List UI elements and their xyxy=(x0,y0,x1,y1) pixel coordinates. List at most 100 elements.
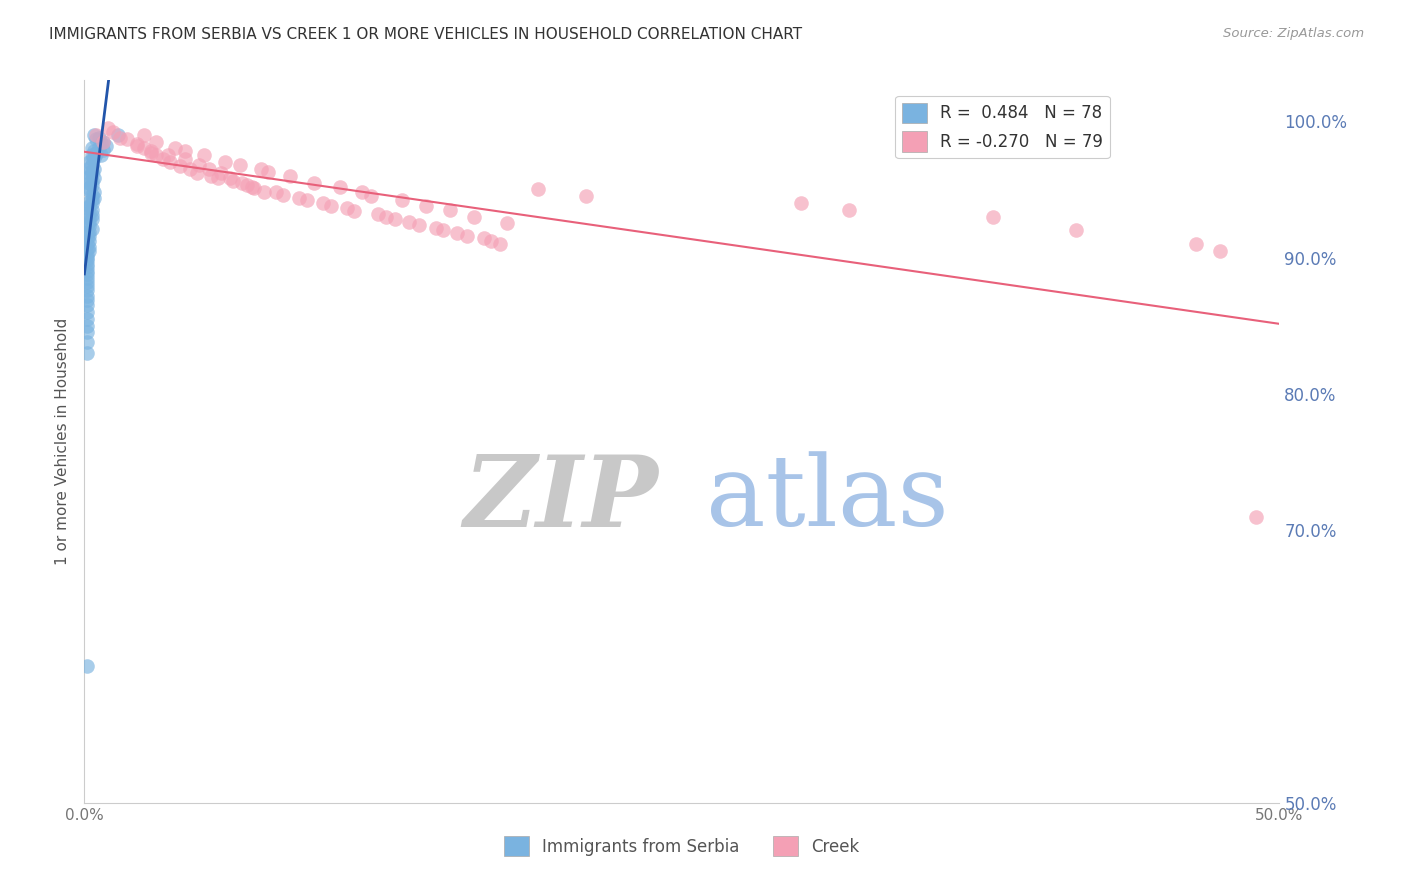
Point xyxy=(145,135,167,149)
Point xyxy=(472,231,495,245)
Point xyxy=(575,189,598,203)
Point xyxy=(384,212,406,227)
Point xyxy=(77,225,100,239)
Point xyxy=(76,298,98,312)
Point xyxy=(101,125,124,139)
Point xyxy=(312,196,335,211)
Point xyxy=(165,141,187,155)
Point xyxy=(76,260,98,274)
Point xyxy=(76,218,98,232)
Point xyxy=(221,174,243,188)
Point xyxy=(350,185,373,199)
Point xyxy=(83,161,105,176)
Point xyxy=(319,199,342,213)
Point xyxy=(86,132,108,146)
Point xyxy=(527,182,550,196)
Point xyxy=(264,185,287,199)
Point xyxy=(343,204,366,219)
Point xyxy=(87,130,110,145)
Point xyxy=(207,171,229,186)
Point xyxy=(408,218,430,232)
Point xyxy=(173,153,195,167)
Point xyxy=(76,243,98,257)
Point xyxy=(374,210,396,224)
Point xyxy=(446,226,468,240)
Point xyxy=(80,208,103,222)
Point xyxy=(94,138,117,153)
Text: atlas: atlas xyxy=(706,451,949,547)
Point xyxy=(90,148,112,162)
Point xyxy=(77,176,100,190)
Point xyxy=(169,159,191,173)
Point xyxy=(87,140,110,154)
Point xyxy=(77,244,100,258)
Point xyxy=(489,236,512,251)
Point xyxy=(463,210,485,224)
Point xyxy=(197,161,219,176)
Point xyxy=(125,137,148,152)
Point xyxy=(209,166,232,180)
Point xyxy=(278,169,301,183)
Point xyxy=(141,144,163,158)
Point xyxy=(77,155,100,169)
Point xyxy=(243,181,266,195)
Point xyxy=(415,199,437,213)
Point xyxy=(76,318,98,333)
Point xyxy=(336,202,359,216)
Point xyxy=(77,181,100,195)
Point xyxy=(77,170,100,185)
Point xyxy=(193,148,215,162)
Point xyxy=(83,144,105,158)
Point xyxy=(152,153,174,167)
Point xyxy=(76,275,98,289)
Point xyxy=(80,174,103,188)
Point xyxy=(76,182,98,196)
Point xyxy=(1066,223,1088,237)
Point xyxy=(1244,509,1267,524)
Point xyxy=(838,202,860,217)
Point xyxy=(77,205,100,219)
Point xyxy=(80,192,103,206)
Point xyxy=(271,187,294,202)
Point xyxy=(77,228,100,243)
Point xyxy=(173,144,195,158)
Legend: Immigrants from Serbia, Creek: Immigrants from Serbia, Creek xyxy=(498,830,866,863)
Point xyxy=(76,326,98,340)
Point xyxy=(231,176,253,190)
Text: IMMIGRANTS FROM SERBIA VS CREEK 1 OR MORE VEHICLES IN HOUSEHOLD CORRELATION CHAR: IMMIGRANTS FROM SERBIA VS CREEK 1 OR MOR… xyxy=(49,27,803,42)
Point xyxy=(1185,236,1208,251)
Point xyxy=(159,155,181,169)
Point xyxy=(391,193,413,207)
Point xyxy=(132,128,156,142)
Point xyxy=(107,128,129,142)
Point xyxy=(76,231,98,245)
Point xyxy=(157,148,180,162)
Point xyxy=(76,202,98,216)
Point xyxy=(86,145,108,160)
Point xyxy=(83,190,105,204)
Point xyxy=(80,178,103,193)
Point xyxy=(200,169,222,183)
Point xyxy=(250,161,273,176)
Point xyxy=(479,234,502,248)
Point xyxy=(76,311,98,326)
Point xyxy=(97,120,120,135)
Point xyxy=(80,141,103,155)
Point xyxy=(80,158,103,172)
Point xyxy=(186,166,208,180)
Point xyxy=(77,194,100,209)
Point xyxy=(83,185,105,199)
Point xyxy=(456,228,478,243)
Point xyxy=(77,211,100,225)
Point xyxy=(132,141,156,155)
Point xyxy=(76,226,98,240)
Point xyxy=(80,196,103,211)
Point xyxy=(80,164,103,178)
Point xyxy=(1209,244,1232,258)
Point xyxy=(229,158,252,172)
Point xyxy=(76,267,98,281)
Point xyxy=(125,138,148,153)
Point xyxy=(80,212,103,227)
Point xyxy=(83,151,105,165)
Point xyxy=(145,148,167,162)
